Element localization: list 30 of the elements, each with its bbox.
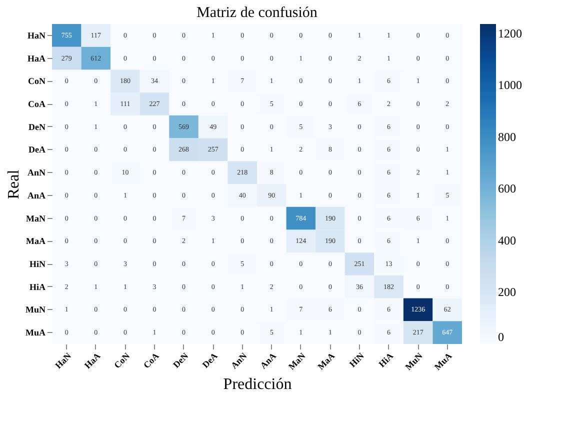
y-tick-label: DeA xyxy=(28,144,46,155)
x-tick-label: HiN xyxy=(347,350,366,370)
y-tick-label: HaN xyxy=(28,30,46,40)
y-tick-label: AnA xyxy=(27,190,46,200)
x-tick-label: CoN xyxy=(112,350,132,370)
y-tick-label: CoA xyxy=(28,99,46,109)
color-bar-label: 800 xyxy=(498,130,516,144)
chart-title: Matriz de confusión xyxy=(196,5,318,21)
y-tick-label: MuA xyxy=(26,328,46,338)
y-tick-label: HiA xyxy=(29,282,46,292)
x-tick-label: HiA xyxy=(376,350,396,370)
y-tick-label: MuN xyxy=(26,304,46,315)
y-tick-label: HaA xyxy=(28,53,46,64)
y-tick-label: CoN xyxy=(28,76,46,86)
color-bar-label: 0 xyxy=(498,330,504,344)
y-axis-title: Real xyxy=(6,169,22,200)
color-bar-label: 200 xyxy=(498,285,516,300)
y-tick-label: MaN xyxy=(26,213,46,224)
y-tick-label: MaA xyxy=(26,236,46,246)
color-bar-label: 400 xyxy=(498,233,516,248)
y-tick-label: AnN xyxy=(27,168,46,178)
y-tick-label: DeN xyxy=(28,122,46,132)
x-axis-title: Predicción xyxy=(223,376,292,394)
color-bar-label: 1000 xyxy=(498,78,522,92)
y-tick-label: HiN xyxy=(29,259,46,269)
x-tick-label: CoA xyxy=(141,350,162,370)
x-tick-label: HaA xyxy=(82,350,103,371)
x-tick-label: DeA xyxy=(200,350,220,370)
color-bar-label: 600 xyxy=(498,182,516,196)
color-bar-label: 1200 xyxy=(498,26,522,40)
